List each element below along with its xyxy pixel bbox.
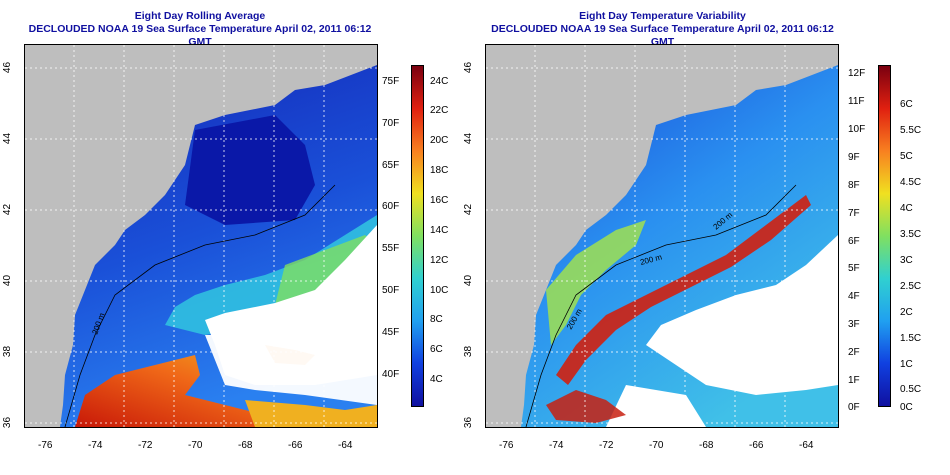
x-tick: -76 <box>499 440 514 451</box>
cb-c-label: 4C <box>900 203 913 214</box>
right-title-line1: Eight Day Temperature Variability <box>579 10 746 22</box>
cb-c-label: 24C <box>430 76 449 87</box>
x-tick: -72 <box>599 440 614 451</box>
cb-f-label: 7F <box>848 208 860 219</box>
cb-f-label: 75F <box>382 76 400 87</box>
y-tick: 40 <box>2 274 14 287</box>
cb-c-label: 3C <box>900 255 913 266</box>
cb-f-label: 5F <box>848 263 860 274</box>
slope-water <box>165 215 377 335</box>
x-tick: -72 <box>138 440 153 451</box>
left-title-line1: Eight Day Rolling Average <box>134 10 266 22</box>
cb-c-label: 5.5C <box>900 125 922 136</box>
y-tick: 40 <box>463 274 475 287</box>
cb-f-label: 1F <box>848 375 860 386</box>
cb-f-label: 45F <box>382 327 400 338</box>
cb-c-label: 4C <box>430 374 443 385</box>
right-colorbar <box>878 65 891 407</box>
cb-f-label: 55F <box>382 243 400 254</box>
cb-f-label: 70F <box>382 118 400 129</box>
warm-patches <box>245 400 377 427</box>
x-tick: -74 <box>549 440 564 451</box>
x-tick: -64 <box>799 440 814 451</box>
right-map-panel: 200 m 200 m 200 m <box>485 44 839 428</box>
cb-f-label: 11F <box>848 96 865 107</box>
cb-c-label: 20C <box>430 135 449 146</box>
cb-c-label: 0C <box>900 402 913 413</box>
cb-c-label: 14C <box>430 225 449 236</box>
cb-f-label: 10F <box>848 124 866 135</box>
cb-f-label: 9F <box>848 152 860 163</box>
left-map-panel: 200 m <box>24 44 378 428</box>
x-tick: -68 <box>699 440 714 451</box>
x-tick: -64 <box>338 440 353 451</box>
cb-c-label: 6C <box>900 99 913 110</box>
cloud-mask-lower <box>606 385 706 427</box>
cb-c-label: 2.5C <box>900 281 922 292</box>
high-variability-front <box>556 195 811 385</box>
y-tick: 38 <box>463 345 475 358</box>
cb-f-label: 4F <box>848 291 860 302</box>
cb-f-label: 12F <box>848 68 866 79</box>
cb-c-label: 10C <box>430 285 449 296</box>
gulf-of-maine <box>185 115 315 225</box>
cb-f-label: 50F <box>382 285 400 296</box>
y-tick: 36 <box>463 416 475 429</box>
isobath-200m <box>525 184 797 427</box>
left-colorbar <box>411 65 424 407</box>
map-grid <box>486 45 838 427</box>
cb-c-label: 3.5C <box>900 229 922 240</box>
y-tick: 44 <box>463 132 475 145</box>
y-tick: 36 <box>2 416 14 429</box>
x-tick: -66 <box>288 440 303 451</box>
coastal-variability <box>546 220 646 345</box>
x-tick: -68 <box>238 440 253 451</box>
cb-c-label: 1.5C <box>900 333 922 344</box>
cb-c-label: 1C <box>900 359 913 370</box>
high-variability-south <box>546 390 626 423</box>
y-tick: 42 <box>2 203 14 216</box>
y-tick: 38 <box>2 345 14 358</box>
cb-c-label: 4.5C <box>900 177 922 188</box>
cb-f-label: 40F <box>382 369 400 380</box>
cb-f-label: 65F <box>382 160 400 171</box>
x-tick: -66 <box>749 440 764 451</box>
map-grid <box>25 45 377 427</box>
isobath-200m <box>64 184 336 427</box>
left-map-canvas: 200 m <box>25 45 377 427</box>
right-map-canvas: 200 m 200 m 200 m <box>486 45 838 427</box>
cb-f-label: 60F <box>382 201 400 212</box>
cb-c-label: 6C <box>430 344 443 355</box>
y-tick: 46 <box>2 61 14 74</box>
cb-c-label: 0.5C <box>900 384 922 395</box>
x-tick: -76 <box>38 440 53 451</box>
cb-c-label: 22C <box>430 105 449 116</box>
cloud-mask <box>646 235 838 395</box>
cb-f-label: 6F <box>848 236 860 247</box>
cb-f-label: 3F <box>848 319 860 330</box>
cb-c-label: 2C <box>900 307 913 318</box>
x-tick: -70 <box>188 440 203 451</box>
y-tick: 46 <box>463 61 475 74</box>
right-map-title: Eight Day Temperature Variability DECLOU… <box>480 10 845 49</box>
cb-c-label: 5C <box>900 151 913 162</box>
cb-c-label: 8C <box>430 314 443 325</box>
y-tick: 44 <box>2 132 14 145</box>
slope-water-green <box>275 235 377 305</box>
y-tick: 42 <box>463 203 475 216</box>
cb-c-label: 12C <box>430 255 449 266</box>
cb-f-label: 8F <box>848 180 860 191</box>
cb-f-label: 0F <box>848 402 860 413</box>
x-tick: -74 <box>88 440 103 451</box>
cloud-mask-lower <box>205 335 377 405</box>
cb-c-label: 18C <box>430 165 449 176</box>
gulf-stream-warm <box>75 355 285 427</box>
x-tick: -70 <box>649 440 664 451</box>
cb-f-label: 2F <box>848 347 860 358</box>
cb-c-label: 16C <box>430 195 449 206</box>
